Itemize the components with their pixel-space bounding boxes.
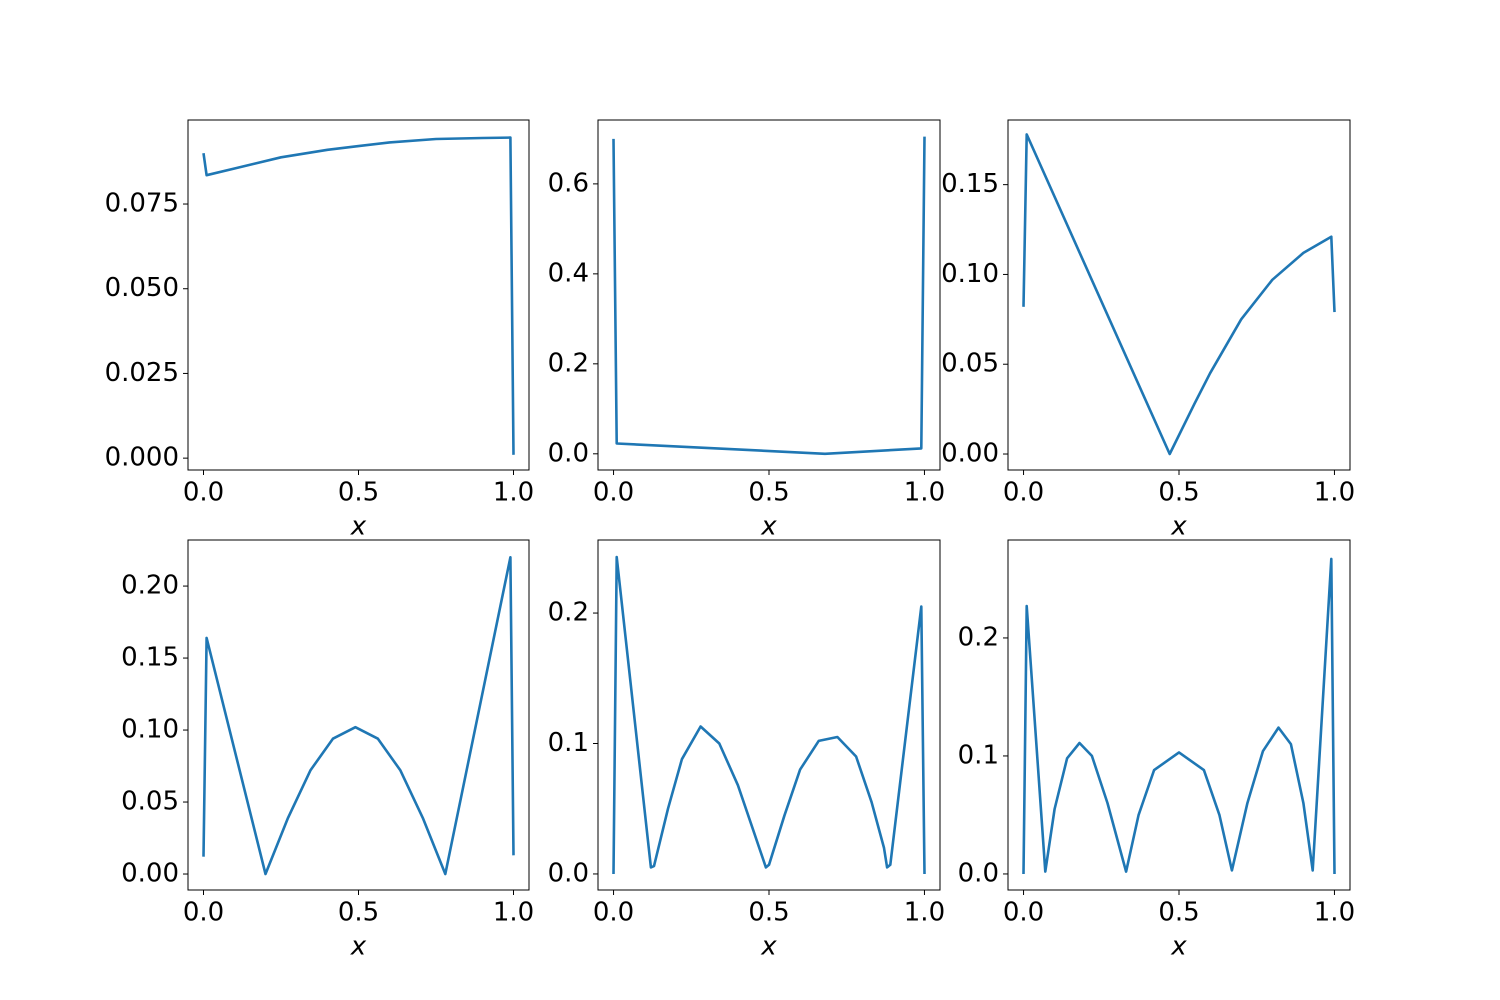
x-tick-label: 1.0 <box>493 898 534 928</box>
y-tick-label: 0.20 <box>121 571 179 601</box>
axes-frame <box>597 119 941 471</box>
x-tick-label: 0.0 <box>593 478 634 508</box>
y-tick-label: 0.025 <box>105 358 179 388</box>
x-tick-label: 0.5 <box>1158 478 1199 508</box>
y-tick-label: 0.6 <box>548 168 589 198</box>
x-tick-label: 1.0 <box>493 478 534 508</box>
x-tick-label: 0.0 <box>1003 478 1044 508</box>
axes-frame <box>187 119 530 471</box>
axes-frame <box>597 539 941 891</box>
y-tick-label: 0.05 <box>121 787 179 817</box>
x-tick-label: 1.0 <box>1314 478 1355 508</box>
data-line <box>1022 557 1336 875</box>
data-line <box>1022 133 1336 456</box>
x-tick-label: 0.0 <box>183 478 224 508</box>
x-tick-label: 0.5 <box>1158 898 1199 928</box>
y-tick-label: 0.1 <box>548 728 589 758</box>
y-tick-label: 0.0 <box>958 858 999 888</box>
x-tick-label: 0.0 <box>593 898 634 928</box>
y-tick-label: 0.4 <box>548 258 589 288</box>
y-tick-label: 0.0 <box>548 858 589 888</box>
data-line <box>612 136 926 456</box>
data-line <box>202 136 515 455</box>
x-tick-label: 0.5 <box>748 478 789 508</box>
x-tick-label: 1.0 <box>904 478 945 508</box>
x-tick-label: 0.5 <box>748 898 789 928</box>
y-tick-label: 0.2 <box>958 622 999 652</box>
y-tick-label: 0.1 <box>958 740 999 770</box>
y-tick-label: 0.050 <box>105 273 179 303</box>
x-axis-label: x <box>1170 932 1187 962</box>
y-tick-label: 0.000 <box>105 443 179 473</box>
y-tick-label: 0.10 <box>941 259 999 289</box>
y-tick-label: 0.15 <box>121 643 179 673</box>
y-tick-label: 0.00 <box>121 859 179 889</box>
y-tick-label: 0.0 <box>548 438 589 468</box>
y-tick-label: 0.2 <box>548 598 589 628</box>
y-tick-label: 0.00 <box>941 439 999 469</box>
x-tick-label: 0.5 <box>338 898 379 928</box>
x-tick-label: 1.0 <box>904 898 945 928</box>
x-axis-label: x <box>760 932 777 962</box>
y-tick-label: 0.05 <box>941 349 999 379</box>
axes-frame <box>1007 119 1351 471</box>
data-line <box>202 555 515 876</box>
y-tick-label: 0.2 <box>548 348 589 378</box>
y-tick-label: 0.15 <box>941 169 999 199</box>
x-axis-label: x <box>350 512 367 542</box>
data-line <box>612 555 926 875</box>
x-axis-label: x <box>760 512 777 542</box>
x-tick-label: 0.0 <box>1003 898 1044 928</box>
y-tick-label: 0.10 <box>121 715 179 745</box>
x-axis-label: x <box>350 932 367 962</box>
axes-frame <box>1007 539 1351 891</box>
x-tick-label: 0.5 <box>338 478 379 508</box>
x-axis-label: x <box>1170 512 1187 542</box>
y-tick-label: 0.075 <box>105 189 179 219</box>
x-tick-label: 1.0 <box>1314 898 1355 928</box>
x-tick-label: 0.0 <box>183 898 224 928</box>
